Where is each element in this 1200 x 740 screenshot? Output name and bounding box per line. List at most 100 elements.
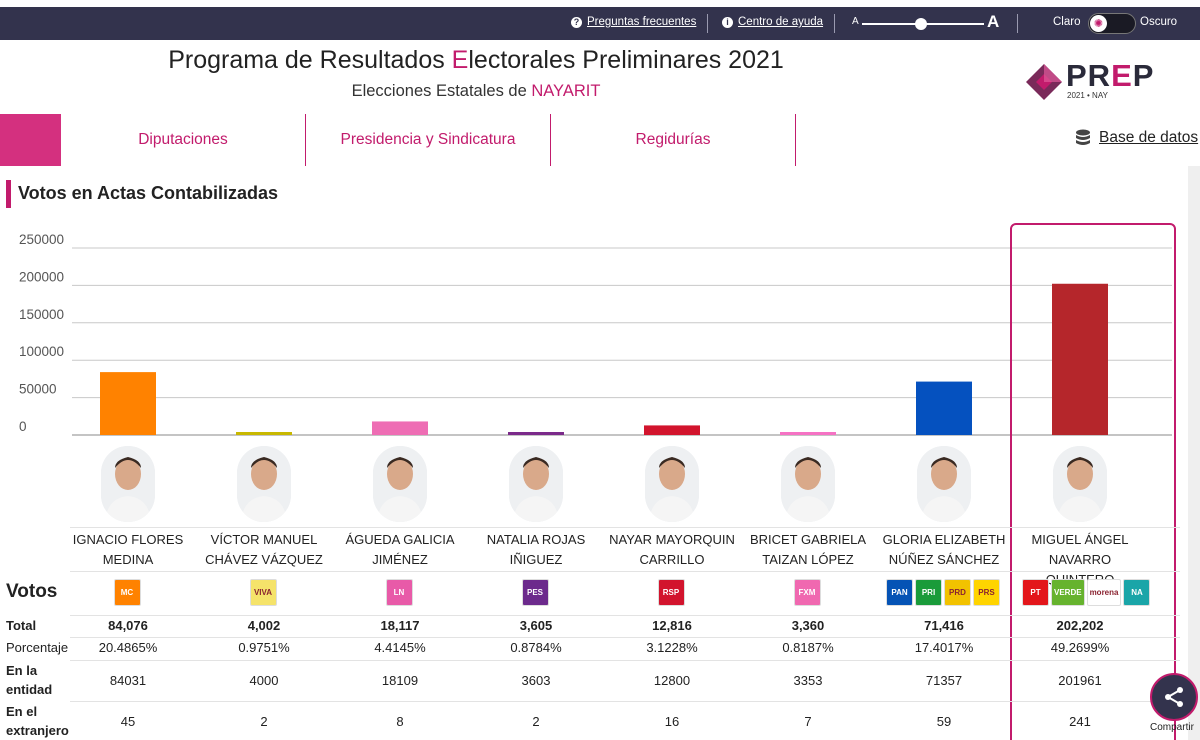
logo-part: PR [1066, 58, 1112, 93]
party-logos: PES [521, 579, 549, 606]
extranjero-votes: 241 [1069, 714, 1091, 729]
candidate-name: IGNACIO FLORES MEDINA [60, 530, 196, 570]
faq-label[interactable]: Preguntas frecuentes [587, 16, 697, 28]
y-tick-label: 200000 [19, 269, 64, 284]
candidate-photo [1053, 446, 1107, 522]
entidad-votes: 3353 [793, 673, 823, 688]
percentage-votes: 17.4017% [914, 640, 974, 655]
row-divider [70, 571, 1180, 572]
pt-icon: PT [1022, 579, 1049, 606]
extranjero-votes: 8 [396, 714, 404, 729]
avatar-icon [237, 446, 291, 522]
percentage-label: Porcentaje [6, 640, 69, 655]
divider [834, 14, 835, 33]
party-logo-text: morena [1089, 588, 1119, 597]
party-logos: RSP [657, 579, 685, 606]
party-logo-text: PRI [921, 588, 936, 597]
extranjero-votes: 2 [260, 714, 268, 729]
percentage-votes: 4.4145% [374, 640, 426, 655]
fuerza-mexico-icon: FXM [793, 579, 821, 606]
database-link[interactable]: Base de datos [1075, 129, 1198, 147]
entidad-votes: 71357 [925, 673, 963, 688]
bar-4 [508, 432, 564, 435]
levantate-icon: LN [385, 579, 413, 606]
avatar-icon [373, 446, 427, 522]
candidate-name: BRICET GABRIELA TAIZAN LÓPEZ [740, 530, 876, 570]
total-votes: 12,816 [652, 618, 692, 633]
entidad-votes: 12800 [653, 673, 691, 688]
percentage-votes: 0.9751% [238, 640, 290, 655]
avatar-icon [509, 446, 563, 522]
candidate-last-line: CHÁVEZ VÁZQUEZ [205, 552, 323, 567]
help-center-link[interactable]: i Centro de ayuda [722, 16, 823, 28]
row-divider [70, 660, 1180, 661]
party-logos: MC [113, 579, 141, 606]
party-logo-text: RSP [662, 588, 680, 597]
candidate-last-line: CARRILLO [639, 552, 705, 567]
votes-header: Votos [6, 581, 58, 602]
theme-light-text: Claro [1053, 16, 1081, 28]
party-logo-text: PAN [891, 588, 908, 597]
party-logo-text: VERDE [1054, 588, 1082, 597]
subtitle-part: Elecciones Estatales de [351, 82, 532, 100]
party-logo-text: PES [526, 588, 543, 597]
party-logo-text: VIVA [253, 588, 273, 597]
total-label: Total [6, 618, 37, 633]
extranjero-votes: 2 [532, 714, 540, 729]
help-label[interactable]: Centro de ayuda [738, 16, 824, 28]
bar-2 [236, 432, 292, 435]
percentage-votes: 49.2699% [1050, 640, 1110, 655]
prd-icon: PRD [944, 579, 971, 606]
logo-part: P [1132, 58, 1155, 93]
top-utility-bar: ? Preguntas frecuentes i Centro de ayuda… [0, 7, 1200, 40]
avatar-icon [781, 446, 835, 522]
prep-logo-text: PREP [1066, 58, 1154, 94]
entidad-votes: 18109 [381, 673, 419, 688]
candidate-photo [237, 446, 291, 522]
pvem-icon: VERDE [1051, 579, 1085, 606]
party-logo-text: FXM [798, 588, 816, 597]
tab-diputaciones[interactable]: Diputaciones [138, 131, 228, 148]
nueva-alianza-icon: NA [1123, 579, 1151, 606]
faq-link[interactable]: ? Preguntas frecuentes [571, 16, 696, 28]
candidate-last-line: IÑIGUEZ [509, 552, 563, 567]
total-votes: 3,605 [519, 618, 553, 633]
extranjero-label: extranjero [6, 723, 69, 738]
pra-icon: PRS [973, 579, 1000, 606]
candidate-first-line: VÍCTOR MANUEL [210, 532, 318, 547]
candidate-last-line: TAIZAN LÓPEZ [762, 552, 854, 567]
candidate-first-line: GLORIA ELIZABETH [882, 532, 1006, 547]
share-label: Compartir [1150, 722, 1194, 733]
title-accent: E [451, 46, 469, 74]
entidad-votes: 84031 [109, 673, 147, 688]
title-part: lectorales Preliminares 2021 [468, 46, 784, 74]
party-logo-text: PT [1030, 588, 1041, 597]
pan-icon: PAN [886, 579, 913, 606]
entidad-label: entidad [6, 682, 53, 697]
question-icon: ? [571, 16, 582, 28]
entidad-votes: 4000 [249, 673, 279, 688]
font-small-text: A [852, 16, 859, 27]
theme-light-label: Claro [1053, 16, 1080, 28]
theme-toggle[interactable]: ✺ [1088, 13, 1136, 34]
nav-divider [305, 114, 306, 166]
share-button[interactable] [1150, 673, 1198, 721]
tab-regidurias[interactable]: Regidurías [635, 131, 711, 148]
extranjero-label: En el [6, 704, 38, 719]
extranjero-votes: 45 [120, 714, 136, 729]
bar-3 [372, 421, 428, 435]
avatar-icon [1053, 446, 1107, 522]
tab-presidencia-sindicatura[interactable]: Presidencia y Sindicatura [340, 131, 516, 148]
y-tick-label: 150000 [19, 307, 64, 322]
avatar-icon [101, 446, 155, 522]
candidate-last-line: NÚÑEZ SÁNCHEZ [888, 552, 1000, 567]
candidate-name: VÍCTOR MANUEL CHÁVEZ VÁZQUEZ [196, 530, 332, 570]
candidate-name: ÁGUEDA GALICIA JIMÉNEZ [332, 530, 468, 570]
database-label[interactable]: Base de datos [1099, 129, 1199, 146]
pri-icon: PRI [915, 579, 942, 606]
scrollbar-track[interactable] [1188, 166, 1200, 740]
nav-accent-block [0, 114, 61, 166]
font-size-slider-handle[interactable] [915, 18, 927, 30]
party-logo-text: PRS [978, 588, 995, 597]
theme-dark-label: Oscuro [1140, 16, 1177, 28]
